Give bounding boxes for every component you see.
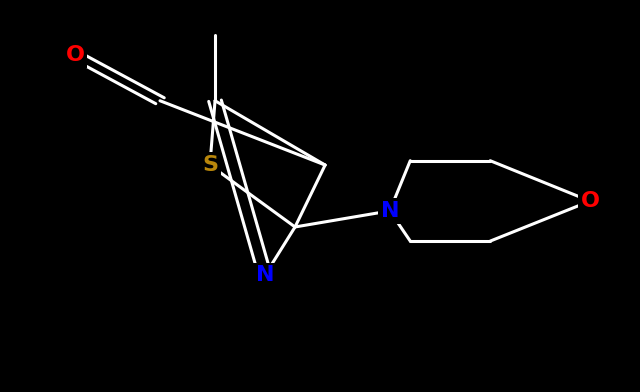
Text: O: O	[65, 45, 84, 65]
Text: N: N	[256, 265, 274, 285]
Text: N: N	[381, 201, 399, 221]
Text: S: S	[202, 155, 218, 175]
Text: O: O	[580, 191, 600, 211]
